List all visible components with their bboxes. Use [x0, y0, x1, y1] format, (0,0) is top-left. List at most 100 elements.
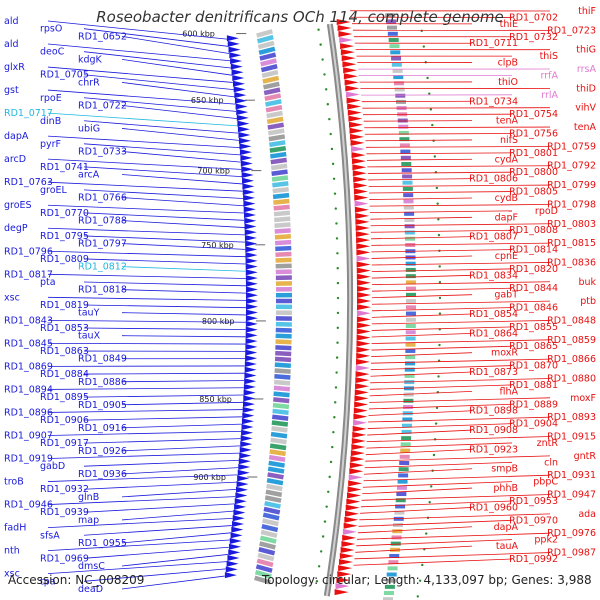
- cog-ring-segment: [257, 40, 275, 50]
- right-gene-arrow: [354, 389, 369, 396]
- left-gene-arrow: [229, 52, 242, 59]
- left-gene-label: RD1_0946: [4, 500, 53, 511]
- minor-tick: [334, 386, 338, 389]
- left-gene-arrow: [244, 217, 257, 224]
- cog-ring-segment: [268, 460, 285, 468]
- left-gene-arrow: [244, 378, 257, 385]
- left-gene-label: rpoE: [40, 93, 62, 104]
- right-connector: [363, 113, 513, 116]
- left-gene-label: deoC: [40, 47, 65, 58]
- minor-tick: [329, 460, 333, 464]
- right-gene-arrow: [355, 218, 370, 225]
- right-gene-arrow: [342, 528, 357, 535]
- left-gene-arrow: [236, 109, 249, 116]
- right-gene-label: RD1_0792: [547, 161, 596, 172]
- right-connector: [365, 145, 551, 148]
- left-connector: [83, 416, 243, 421]
- left-gene-label: dmsC: [78, 561, 105, 572]
- left-gene-label: RD1_0818: [78, 285, 127, 296]
- right-gene-label: RD1_0953: [509, 496, 558, 507]
- cog-ring-segment: [269, 443, 287, 451]
- left-connector: [47, 204, 244, 214]
- minor-tick: [317, 565, 321, 568]
- right-gene-label: thiS: [540, 51, 558, 62]
- left-gene-label: RD1_0916: [78, 423, 127, 434]
- right-gene-arrow: [356, 291, 371, 298]
- left-gene-label: ubiG: [78, 123, 100, 134]
- left-gene-arrow: [233, 509, 246, 516]
- left-gene-label: RD1_0894: [4, 384, 53, 395]
- right-connector: [369, 390, 473, 397]
- left-connector: [121, 128, 239, 141]
- minor-tick: [329, 132, 332, 136]
- right-gene-label: RD1_0976: [547, 528, 596, 539]
- left-gene-arrow: [245, 280, 258, 287]
- left-gene-label: RD1_0741: [40, 162, 89, 173]
- right-gene-arrow: [354, 206, 369, 213]
- right-gene-label: rrfA: [541, 70, 559, 81]
- cog-ring-segment: [273, 397, 290, 404]
- minor-tick: [336, 311, 340, 315]
- cog-ring-segment: [266, 110, 283, 119]
- cog-ring-segment: [267, 122, 285, 130]
- right-gene-arrow: [335, 583, 350, 590]
- right-gene-arrow: [337, 24, 352, 31]
- left-gene-arrow: [230, 532, 243, 539]
- right-connector: [368, 178, 473, 181]
- right-gene-label: RD1_0855: [509, 322, 558, 333]
- left-connector: [47, 296, 247, 301]
- right-gene-arrow: [342, 61, 357, 68]
- left-gene-arrow: [238, 131, 251, 138]
- minor-tick: [336, 252, 339, 255]
- right-gene-label: RD1_0859: [547, 335, 596, 346]
- right-connector: [371, 307, 513, 312]
- right-gene-label: RD1_0923: [469, 444, 518, 455]
- right-gene-label: RD1_0970: [509, 515, 558, 526]
- left-connector: [47, 452, 240, 459]
- left-gene-arrow: [245, 292, 258, 299]
- right-gene-arrow: [348, 474, 363, 481]
- right-gene-arrow: [356, 316, 371, 323]
- right-connector: [365, 449, 473, 456]
- cog-ring-segment: [272, 408, 289, 416]
- right-gene-arrow: [354, 200, 369, 207]
- left-connector: [47, 181, 243, 192]
- minor-tick: [336, 341, 339, 344]
- right-connector: [371, 249, 513, 253]
- right-gene-arrow: [338, 565, 353, 572]
- right-gene-arrow: [352, 425, 367, 432]
- right-gene-arrow: [339, 37, 354, 44]
- minor-tick: [431, 123, 434, 127]
- minor-tick: [435, 186, 439, 190]
- left-gene-arrow: [226, 35, 239, 42]
- minor-tick: [438, 312, 442, 315]
- left-gene-label: RD1_0907: [4, 430, 53, 441]
- right-connector: [364, 461, 513, 469]
- right-connector: [371, 345, 513, 351]
- cog-ring-segment: [267, 472, 284, 480]
- left-gene-arrow: [227, 40, 240, 47]
- right-connector: [360, 507, 473, 514]
- left-gene-arrow: [234, 92, 247, 99]
- left-gene-arrow: [228, 549, 241, 556]
- left-gene-label: RD1_0955: [78, 538, 127, 549]
- right-connector: [355, 545, 473, 553]
- cog-ring-segment: [264, 93, 282, 101]
- left-strand-labels: aldrpsORD1_0652alddeoCkdgKglxRRD1_0705ch…: [4, 16, 127, 595]
- right-gene-arrow: [347, 103, 362, 110]
- right-gene-arrow: [356, 352, 371, 359]
- right-gene-arrow: [354, 401, 369, 408]
- left-gene-arrow: [241, 166, 254, 173]
- right-gene-arrow: [343, 67, 358, 74]
- left-gene-label: xsc: [4, 292, 20, 303]
- right-gene-arrow: [356, 243, 371, 250]
- right-connector: [361, 494, 551, 501]
- left-gene-arrow: [236, 481, 249, 488]
- right-gene-label: RD1_0734: [469, 96, 518, 107]
- cog-ring-segment: [275, 251, 292, 257]
- right-connector: [366, 442, 513, 449]
- right-gene-label: RD1_0759: [547, 141, 596, 152]
- right-gene-arrow: [349, 468, 364, 475]
- left-gene-arrow: [245, 269, 258, 276]
- cog-ring-segment: [256, 558, 274, 568]
